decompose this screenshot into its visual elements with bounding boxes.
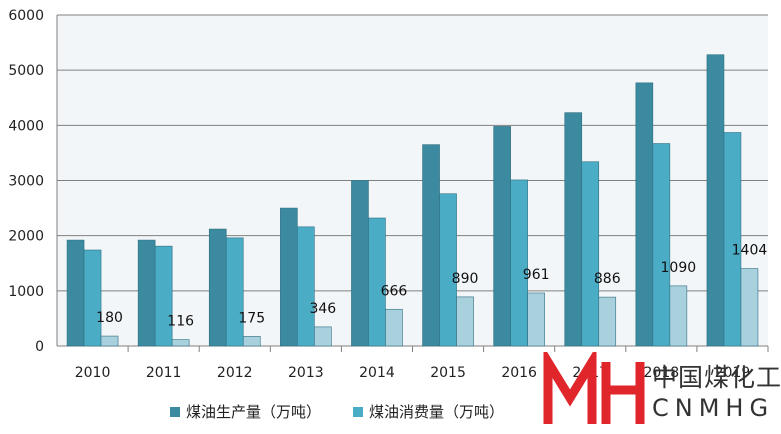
bar-series-0-2017 — [564, 112, 583, 347]
y-tick-label: 0 — [35, 339, 44, 355]
bar-series-0-2018 — [635, 82, 654, 347]
x-tick-label: 2012 — [217, 365, 253, 381]
bar-series-1-2018 — [652, 143, 671, 347]
bar-series-2-2017 — [598, 296, 617, 347]
y-tick-label: 2000 — [8, 229, 44, 245]
data-label: 346 — [309, 301, 336, 317]
legend-item-production: 煤油生产量（万吨） — [170, 401, 321, 422]
y-tick-label: 4000 — [8, 118, 44, 134]
bar-series-2-2015 — [456, 296, 474, 347]
x-tick-label: 2014 — [359, 365, 395, 381]
bar-series-2-2018 — [669, 285, 688, 347]
bar-series-0-2016 — [493, 126, 511, 347]
data-label: 180 — [96, 310, 123, 326]
bars — [66, 54, 759, 347]
x-tick-label: 2011 — [146, 365, 182, 381]
bar-series-1-2013 — [297, 226, 315, 347]
logo-text-cn: 中国煤化工 — [652, 363, 781, 392]
bar-series-2-2013 — [314, 326, 332, 347]
x-tick-label: 2019 — [715, 365, 751, 381]
bar-series-1-2016 — [510, 179, 528, 347]
data-label: 961 — [523, 267, 550, 283]
bar-series-0-2014 — [351, 180, 369, 347]
legend-swatch-production — [170, 406, 180, 417]
bar-series-0-2011 — [137, 239, 156, 347]
x-tick-label: 2013 — [288, 365, 324, 381]
bar-series-2-2016 — [527, 292, 545, 347]
data-label: 1404 — [732, 243, 768, 259]
data-label: 175 — [238, 310, 265, 326]
bar-series-1-2012 — [225, 237, 244, 347]
bar-series-2-2012 — [242, 336, 261, 347]
y-tick-label: 6000 — [8, 8, 44, 24]
x-tick-label: 2018 — [644, 365, 680, 381]
bar-series-2-2010 — [100, 335, 119, 347]
legend: 煤油生产量（万吨） 煤油消费量（万吨） — [170, 401, 504, 422]
x-tick-label: 2015 — [430, 365, 466, 381]
bar-series-0-2010 — [66, 239, 85, 347]
data-label: 886 — [594, 271, 621, 287]
bar-chart: 0 1000 2000 3000 4000 5000 6000 2010 2011 2012 20… — [8, 8, 769, 381]
bar-series-1-2014 — [368, 217, 386, 347]
bar-series-2-2014 — [385, 308, 403, 347]
bar-series-0-2013 — [280, 207, 298, 347]
y-tick-label: 1000 — [8, 284, 44, 300]
x-tick-label: 2016 — [501, 365, 537, 381]
data-label: 116 — [167, 314, 194, 330]
y-tick-label: 5000 — [8, 63, 44, 79]
bar-series-0-2015 — [422, 144, 440, 347]
y-tick-label: 3000 — [8, 174, 44, 190]
legend-item-consumption: 煤油消费量（万吨） — [353, 401, 504, 422]
bar-series-2-2011 — [171, 339, 190, 347]
bar-series-1-2019 — [723, 132, 742, 347]
legend-label-consumption: 煤油消费量（万吨） — [369, 403, 505, 421]
data-label: 1090 — [661, 260, 697, 276]
cnmhg-logo: 中国煤化工 CNMHG — [540, 346, 781, 430]
data-labels: 180 116 175 346 666 890 961 886 1090 1404 — [96, 243, 767, 330]
bar-series-1-2017 — [581, 161, 600, 347]
x-tick-label: 2010 — [75, 365, 111, 381]
bar-series-2-2019 — [740, 268, 759, 347]
logo-text-en: CNMHG — [652, 394, 775, 422]
bar-series-1-2011 — [154, 245, 173, 347]
legend-label-production: 煤油生产量（万吨） — [186, 403, 322, 421]
x-axis: 2010 2011 2012 2013 2014 2015 2016 2017 2018 2019 — [75, 346, 769, 381]
bar-series-1-2010 — [83, 249, 102, 347]
y-axis: 0 1000 2000 3000 4000 5000 6000 — [8, 8, 58, 355]
mh-logo-icon — [543, 346, 645, 424]
data-label: 890 — [452, 271, 479, 287]
bar-series-0-2019 — [706, 54, 725, 347]
bar-series-0-2012 — [208, 228, 227, 347]
data-label: 666 — [381, 283, 408, 299]
legend-swatch-consumption — [353, 406, 364, 417]
bar-series-1-2015 — [439, 193, 457, 347]
